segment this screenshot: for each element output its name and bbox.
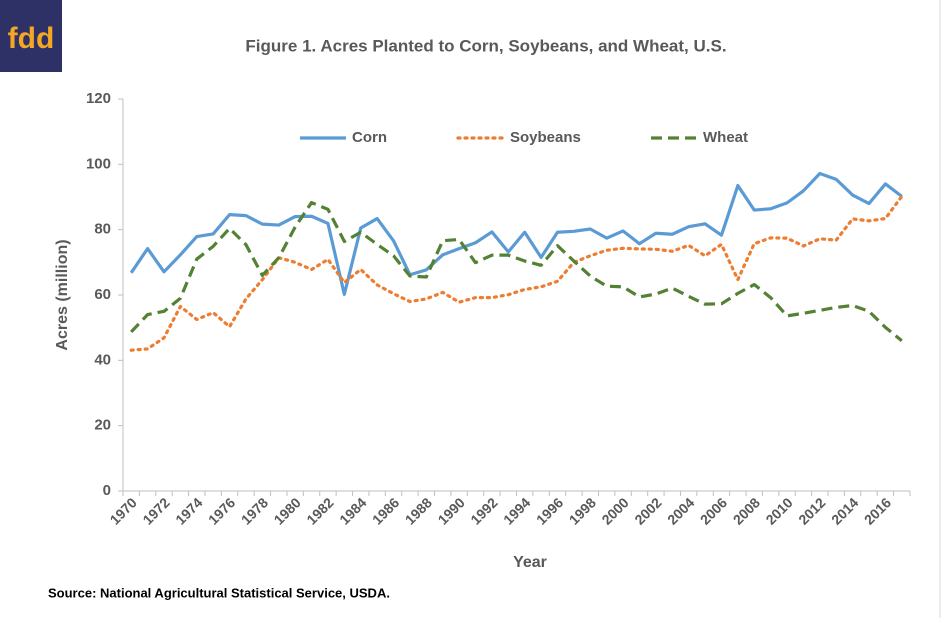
- x-tick-label: 2008: [730, 494, 763, 527]
- x-tick-label: 2014: [828, 494, 861, 527]
- series-line: [129, 194, 904, 352]
- x-axis-label: Year: [513, 554, 547, 571]
- y-tick-label: 20: [94, 417, 111, 434]
- y-tick-label: 60: [94, 286, 111, 303]
- x-tick-label: 2016: [861, 494, 894, 527]
- x-tick-label: 1986: [369, 494, 402, 527]
- x-tick-label: 1980: [271, 494, 304, 527]
- x-tick-label: 1976: [205, 494, 238, 527]
- x-tick-label: 1998: [566, 494, 599, 527]
- x-tick-label: 1984: [336, 494, 369, 527]
- logo: fdd: [8, 22, 55, 55]
- y-axis-label: Acres (million): [54, 239, 71, 350]
- x-tick-label: 1972: [139, 494, 172, 527]
- series-line: [129, 171, 903, 296]
- series-line: [130, 200, 903, 342]
- x-tick-label: 2000: [598, 494, 631, 527]
- x-tick-label: 2004: [664, 494, 697, 527]
- x-tick-label: 2006: [697, 494, 730, 527]
- x-tick-label: 1996: [533, 494, 566, 527]
- x-tick-label: 1982: [303, 494, 336, 527]
- legend-label: Wheat: [703, 129, 748, 146]
- x-tick-label: 2010: [762, 494, 795, 527]
- legend-label: Soybeans: [510, 129, 581, 146]
- source-note: Source: National Agricultural Statistica…: [48, 585, 390, 600]
- x-tick-label: 1992: [467, 494, 500, 527]
- chart-title: Figure 1. Acres Planted to Corn, Soybean…: [245, 36, 726, 55]
- x-tick-label: 1988: [402, 494, 435, 527]
- y-tick-label: 40: [94, 351, 111, 368]
- x-tick-label: 2012: [795, 494, 828, 527]
- y-tick-label: 80: [94, 221, 111, 238]
- x-tick-label: 2002: [631, 494, 664, 527]
- logo-box: [0, 0, 62, 72]
- y-tick-label: 0: [103, 482, 111, 499]
- y-tick-label: 100: [86, 155, 111, 172]
- y-tick-label: 120: [86, 90, 111, 107]
- x-tick-label: 1990: [435, 494, 468, 527]
- x-tick-label: 1994: [500, 494, 533, 527]
- x-tick-label: 1970: [107, 494, 140, 527]
- x-tick-label: 1974: [172, 494, 205, 527]
- x-tick-label: 1978: [238, 494, 271, 527]
- legend-label: Corn: [352, 129, 387, 146]
